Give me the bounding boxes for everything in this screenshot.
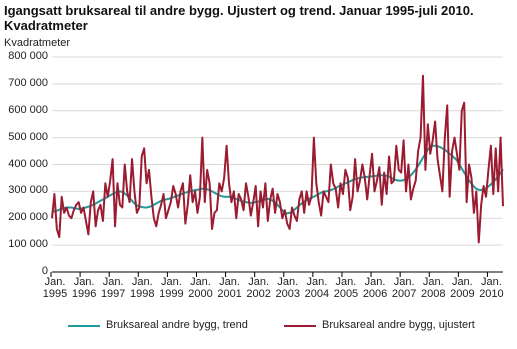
x-tick-label: Jan. 2008 [421,276,446,300]
series-line [51,74,504,244]
x-tick-label: Jan. 1996 [71,276,97,300]
y-tick-label: 300 000 [8,184,48,197]
x-tick-label: Jan. 2010 [479,276,504,300]
legend-label: Bruksareal andre bygg, trend [106,319,248,331]
x-tick-label: Jan. 1995 [42,276,68,300]
x-tick-label: Jan. 1997 [100,276,126,300]
x-tick-label: Jan. 2000 [188,276,213,300]
x-tick-label: Jan. 2004 [304,276,330,300]
x-tick-label: Jan. 1998 [130,276,155,300]
y-tick-label: 500 000 [8,130,48,143]
x-tick-label: Jan. 2006 [362,276,388,300]
y-tick-label: 400 000 [8,157,48,170]
y-tick-label: 600 000 [8,103,48,116]
x-tick-label: Jan. 2009 [450,276,475,300]
x-tick-label: Jan. 2007 [391,276,417,300]
x-tick-label: Jan. 1999 [159,276,184,300]
y-tick-label: 0 [41,265,48,277]
y-axis-label: Kvadratmeter [4,37,71,49]
x-tick-label: Jan. 2005 [333,276,359,300]
x-tick-label: Jan. 2001 [217,276,242,300]
chart-title: Igangsatt bruksareal til andre bygg. Uju… [4,3,474,33]
y-tick-label: 100 000 [8,238,48,251]
x-tick-label: Jan. 2003 [275,276,300,300]
legend-label: Bruksareal andre bygg, ujustert [322,319,475,331]
y-tick-label: 800 000 [8,50,48,62]
y-tick-label: 700 000 [8,76,48,89]
y-tick-label: 200 000 [8,211,48,224]
x-tick-label: Jan. 2002 [246,276,271,300]
